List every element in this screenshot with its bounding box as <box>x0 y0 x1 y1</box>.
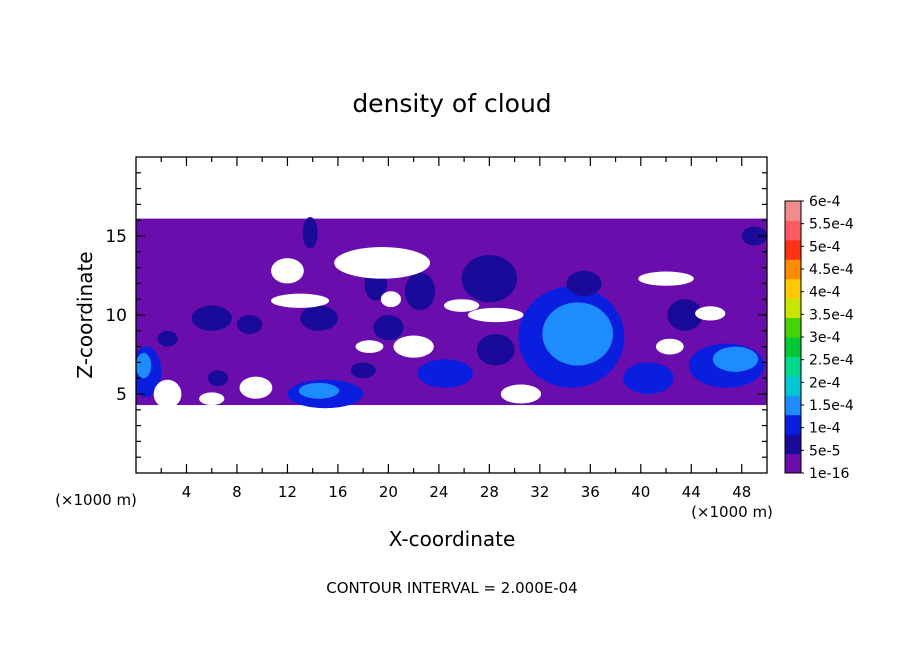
colorbar-level-label: 6e-4 <box>809 194 841 210</box>
x-tick-label: 28 <box>480 483 499 501</box>
clear-air-gap-12 <box>199 392 225 406</box>
colorbar-swatch <box>785 278 801 299</box>
clear-air-gap-5 <box>695 306 726 321</box>
density-blob-22 <box>302 217 318 249</box>
x-tick-label: 16 <box>328 483 347 501</box>
colorbar-swatch <box>785 414 801 435</box>
x-tick-label: 12 <box>278 483 297 501</box>
colorbar-level-label: 3.5e-4 <box>809 307 854 323</box>
density-blob-14 <box>300 305 338 331</box>
y-tick-label: 10 <box>105 306 127 326</box>
x-tick-labels: 4 8 12 16 20 24 28 32 36 40 44 48 <box>182 483 752 501</box>
clear-air-gap-7 <box>393 335 434 358</box>
colorbar-level-label: 1e-4 <box>809 421 841 437</box>
clear-air-gap-0 <box>334 247 431 279</box>
colorbar-level-label: 2.5e-4 <box>809 353 854 369</box>
colorbar-level-label: 3e-4 <box>809 330 841 346</box>
colorbar-swatch <box>785 356 801 377</box>
y-tick-label: 5 <box>116 385 127 405</box>
clear-air-gap-13 <box>500 384 542 404</box>
density-blob-9 <box>623 362 674 395</box>
density-blob-10 <box>417 359 473 388</box>
chart-title: density of cloud <box>352 89 551 118</box>
x-tick-label: 32 <box>530 483 549 501</box>
colorbar-swatch <box>785 201 801 221</box>
colorbar-level-label: 4e-4 <box>809 285 841 301</box>
density-blob-23 <box>207 370 229 387</box>
y-tick-label: 15 <box>105 227 127 247</box>
y-axis-label: Z-coordinate <box>73 251 97 378</box>
clear-air-gap-4 <box>655 338 684 355</box>
contour-interval-note: CONTOUR INTERVAL = 2.000E-04 <box>326 579 577 597</box>
clear-air-gap-11 <box>443 299 480 312</box>
colorbar-level-label: 5.5e-4 <box>809 217 854 233</box>
density-blob-1 <box>136 352 152 379</box>
density-blob-6 <box>568 324 600 357</box>
colorbar-level-label: 4.5e-4 <box>809 262 854 278</box>
density-blob-17 <box>373 315 404 341</box>
density-blob-12 <box>404 272 436 311</box>
colorbar-swatch <box>785 395 801 416</box>
colorbar-swatch <box>785 375 801 396</box>
colorbar-swatch <box>785 317 801 338</box>
colorbar-level-label: 1e-16 <box>809 466 849 482</box>
clear-air-gap-8 <box>153 379 182 409</box>
colorbar-swatch <box>785 220 801 241</box>
colorbar-swatch <box>785 239 801 260</box>
x-tick-label: 8 <box>232 483 242 501</box>
clear-air-gap-2 <box>467 307 524 323</box>
y-unit-label: (×1000 m) <box>55 491 137 509</box>
y-tick-labels: 5 10 15 <box>105 227 127 405</box>
x-tick-label: 40 <box>631 483 650 501</box>
x-tick-label: 20 <box>379 483 398 501</box>
colorbar: 1e-16 5e-5 1e-4 1.5e-4 2e-4 2.5e-4 3e-4 3.5e-4 4… <box>784 194 854 482</box>
density-blob-16 <box>236 315 263 334</box>
colorbar-level-label: 5e-4 <box>809 239 841 255</box>
density-blob-15 <box>191 305 232 331</box>
colorbar-swatch <box>785 453 801 474</box>
cloud-density-field <box>136 217 767 409</box>
clear-air-gap-1 <box>271 258 304 284</box>
colorbar-swatch <box>785 259 801 280</box>
clear-air-gap-6 <box>355 340 384 353</box>
density-blob-18 <box>476 333 515 366</box>
x-tick-label: 4 <box>182 483 192 501</box>
colorbar-swatch <box>785 337 801 357</box>
x-unit-label: (×1000 m) <box>691 503 773 521</box>
x-tick-label: 24 <box>429 483 448 501</box>
clear-air-gap-10 <box>271 293 330 308</box>
x-tick-label: 36 <box>581 483 600 501</box>
clear-air-gap-14 <box>380 291 402 308</box>
density-blob-21 <box>741 226 767 246</box>
colorbar-level-label: 2e-4 <box>809 375 841 391</box>
density-blob-24 <box>350 362 376 379</box>
colorbar-level-label: 1.5e-4 <box>809 398 854 414</box>
x-tick-label: 48 <box>732 483 751 501</box>
colorbar-level-label: 5e-5 <box>809 443 840 459</box>
colorbar-swatch <box>785 298 801 319</box>
density-blob-8 <box>712 346 759 372</box>
density-blob-19 <box>667 299 703 331</box>
clear-air-gap-3 <box>638 271 694 286</box>
clear-air-gap-9 <box>239 376 273 399</box>
density-blob-25 <box>157 330 178 347</box>
x-tick-label: 44 <box>682 483 701 501</box>
density-blob-3 <box>298 382 340 399</box>
density-blob-11 <box>461 254 518 303</box>
axis-ticks <box>136 157 767 473</box>
x-axis-label: X-coordinate <box>389 527 516 551</box>
colorbar-swatch <box>785 434 801 455</box>
density-blob-20 <box>566 270 602 297</box>
